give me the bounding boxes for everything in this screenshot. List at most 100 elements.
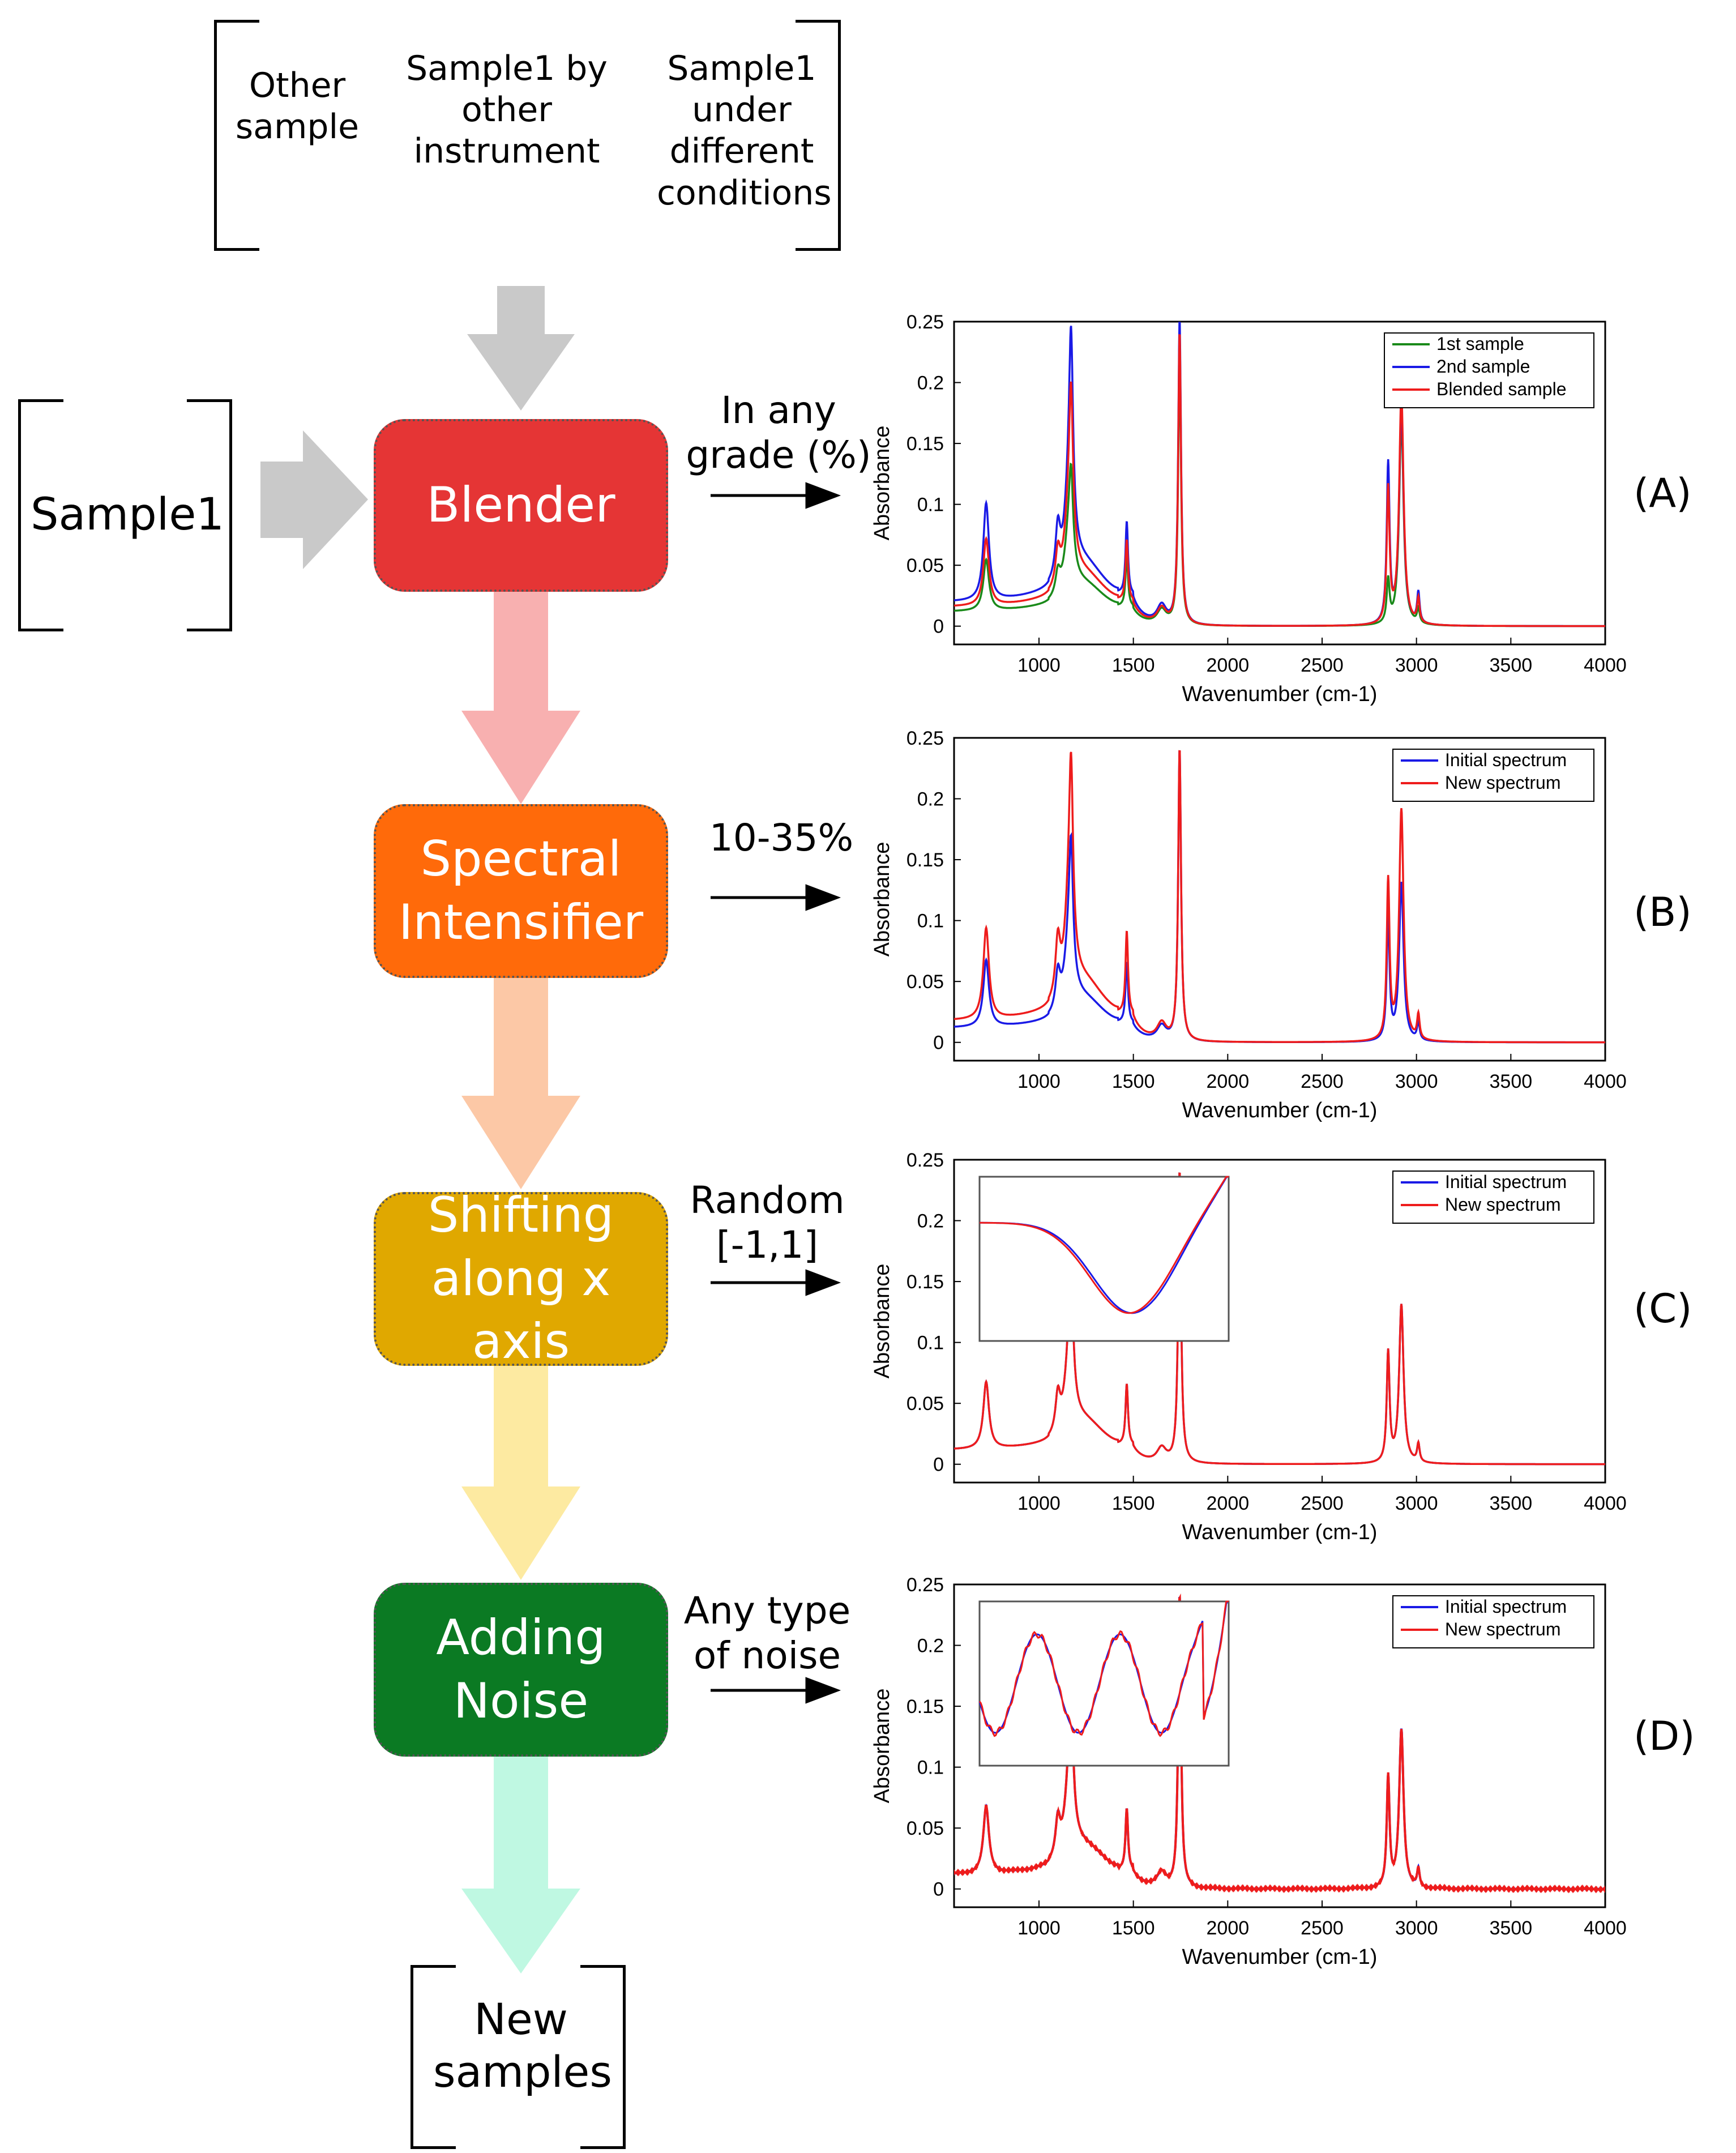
panel-letter-b: (B) — [1634, 889, 1692, 935]
top-bracket-right — [796, 20, 841, 251]
panel-letter-a: (A) — [1634, 470, 1692, 516]
panel-letter-c: (C) — [1634, 1285, 1692, 1332]
y-tick-label: 0.15 — [907, 1271, 944, 1293]
output-bracket-left — [411, 1965, 456, 2149]
x-tick-label: 2000 — [1207, 1917, 1250, 1939]
x-axis-label: Wavenumber (cm-1) — [1182, 1520, 1378, 1544]
legend-label: Initial spectrum — [1445, 1596, 1567, 1617]
shifting-label-1: Shifting — [427, 1186, 614, 1244]
y-axis-label: Absorbance — [870, 842, 894, 957]
y-tick-label: 0.15 — [907, 433, 944, 455]
chart-panel-c: 1000 1500 2000 2500 3000 3500 4000 0 0.05 0.1 0.15… — [870, 1150, 1627, 1544]
y-tick-label: 0.2 — [917, 1211, 944, 1232]
left-bracket-right — [187, 399, 232, 631]
arrow-down-peach — [461, 978, 580, 1189]
y-tick-label: 0.1 — [917, 1757, 944, 1779]
legend-label: New spectrum — [1445, 772, 1561, 793]
y-tick-label: 0.15 — [907, 849, 944, 871]
shifting-param: Random [-1,1] — [690, 1178, 845, 1267]
y-tick-label: 0.25 — [907, 1574, 944, 1596]
x-tick-label: 4000 — [1584, 1917, 1627, 1939]
x-tick-label: 1500 — [1112, 1493, 1155, 1514]
y-axis-label: Absorbance — [870, 1689, 894, 1804]
chart-panel-a: 1000 1500 2000 2500 3000 3500 4000 0 0.05 0.1 0.15… — [870, 311, 1627, 706]
arrow-down-mint — [461, 1757, 580, 1973]
y-tick-label: 0.2 — [917, 1635, 944, 1657]
x-tick-label: 2500 — [1301, 655, 1344, 676]
x-tick-label: 2500 — [1301, 1917, 1344, 1939]
x-tick-label: 1000 — [1017, 655, 1061, 676]
x-tick-label: 4000 — [1584, 1071, 1627, 1092]
panel-letter-d: (D) — [1634, 1713, 1695, 1759]
inset-box — [978, 1600, 1230, 1767]
source-other-sample: Other sample — [235, 66, 360, 147]
black-arrowhead-c — [805, 1269, 841, 1296]
x-axis-label: Wavenumber (cm-1) — [1182, 1945, 1378, 1969]
y-tick-label: 0 — [933, 616, 944, 638]
x-tick-label: 1000 — [1017, 1917, 1061, 1939]
source-different-conditions: Sample1 under different conditions — [657, 49, 832, 213]
gray-arrow-down — [467, 286, 575, 411]
arrow-down-pink — [461, 592, 580, 804]
x-tick-label: 3500 — [1490, 655, 1533, 676]
x-tick-label: 1000 — [1017, 1493, 1061, 1514]
series-line — [954, 334, 1605, 627]
x-tick-label: 3000 — [1395, 655, 1438, 676]
intensifier-label-1: Spectral — [420, 830, 622, 887]
y-tick-label: 0.15 — [907, 1696, 944, 1718]
y-tick-label: 0.1 — [917, 1332, 944, 1354]
x-axis-label: Wavenumber (cm-1) — [1182, 1099, 1378, 1122]
legend-label: New spectrum — [1445, 1619, 1561, 1639]
blender-label: Blender — [426, 476, 615, 533]
intensifier-param: 10-35% — [709, 816, 854, 860]
intensifier-box: Spectral Intensifier — [374, 804, 668, 978]
x-tick-label: 3000 — [1395, 1917, 1438, 1939]
y-tick-label: 0.2 — [917, 373, 944, 394]
left-bracket-left — [18, 399, 63, 631]
source-other-instrument: Sample1 by other instrument — [406, 49, 608, 172]
x-tick-label: 2000 — [1207, 1071, 1250, 1092]
x-tick-label: 2000 — [1207, 1493, 1250, 1514]
y-tick-label: 0 — [933, 1454, 944, 1476]
legend-label: New spectrum — [1445, 1194, 1561, 1215]
legend-label: 1st sample — [1436, 334, 1524, 354]
inset-series-line — [980, 1176, 1229, 1314]
x-tick-label: 3000 — [1395, 1071, 1438, 1092]
chart-panel-d: 1000 1500 2000 2500 3000 3500 4000 0 0.05 0.1 0.15… — [870, 1574, 1627, 1969]
shifting-label-2: along x axis — [431, 1250, 611, 1370]
x-tick-label: 3500 — [1490, 1071, 1533, 1092]
series-line — [954, 750, 1605, 1044]
y-tick-label: 0.25 — [907, 311, 944, 333]
x-tick-label: 2500 — [1301, 1071, 1344, 1092]
intensifier-label-2: Intensifier — [398, 894, 644, 951]
output-new-samples: New samples — [433, 1994, 612, 2097]
y-tick-label: 0.1 — [917, 494, 944, 516]
series-line — [954, 1172, 1605, 1466]
output-bracket-right — [580, 1965, 626, 2149]
noise-label-1: Adding — [436, 1609, 606, 1666]
y-tick-label: 0.25 — [907, 1150, 944, 1171]
chart-panel-b: 1000 1500 2000 2500 3000 3500 4000 0 0.05 0.1 0.15… — [870, 728, 1627, 1122]
y-tick-label: 0.2 — [917, 789, 944, 810]
noise-param: Any type of noise — [683, 1589, 851, 1678]
y-tick-label: 0.05 — [907, 971, 944, 993]
legend-label: 2nd sample — [1436, 356, 1530, 377]
x-tick-label: 2000 — [1207, 655, 1250, 676]
x-axis-label: Wavenumber (cm-1) — [1182, 682, 1378, 706]
x-tick-label: 1500 — [1112, 655, 1155, 676]
legend-label: Initial spectrum — [1445, 1172, 1567, 1192]
inset-box — [978, 1176, 1230, 1342]
arrow-down-yellow — [461, 1366, 580, 1580]
x-tick-label: 1500 — [1112, 1917, 1155, 1939]
y-tick-label: 0.05 — [907, 1818, 944, 1839]
blender-param: In any grade (%) — [686, 388, 871, 477]
inset-series-line — [978, 1600, 1229, 1737]
gray-arrow-right — [260, 430, 368, 569]
x-tick-label: 1500 — [1112, 1071, 1155, 1092]
shifting-box: Shifting along x axis — [374, 1187, 668, 1370]
y-axis-label: Absorbance — [870, 426, 894, 541]
x-tick-label: 4000 — [1584, 1493, 1627, 1514]
x-tick-label: 3500 — [1490, 1493, 1533, 1514]
x-tick-label: 3500 — [1490, 1917, 1533, 1939]
